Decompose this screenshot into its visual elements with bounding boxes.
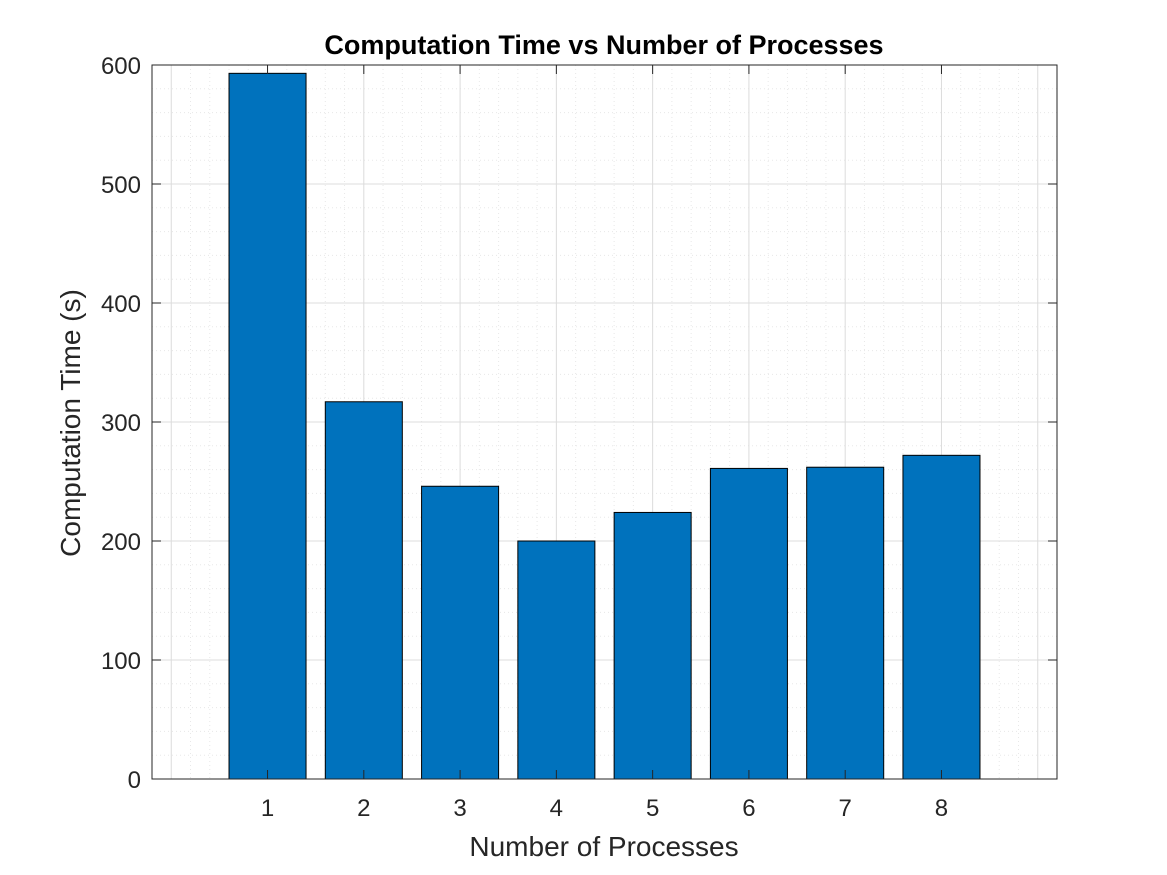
chart-title: Computation Time vs Number of Processes <box>324 30 883 60</box>
bars <box>228 72 981 780</box>
y-tick-label: 400 <box>101 291 141 318</box>
x-tick-label: 4 <box>550 795 563 822</box>
bar-5 <box>613 511 692 780</box>
x-axis-label: Number of Processes <box>469 831 738 862</box>
bar-2 <box>324 401 403 780</box>
x-tick-label: 5 <box>646 795 659 822</box>
x-tick-label: 8 <box>935 795 948 822</box>
y-tick-label: 100 <box>101 648 141 675</box>
y-tick-label: 200 <box>101 529 141 556</box>
bar-7 <box>806 466 885 780</box>
y-tick-label: 300 <box>101 410 141 437</box>
x-tick-label: 6 <box>742 795 755 822</box>
x-tick-label: 1 <box>261 795 274 822</box>
x-tick-label: 2 <box>357 795 370 822</box>
x-tick-label: 3 <box>453 795 466 822</box>
bar-3 <box>421 485 500 780</box>
y-tick-labels: 0 100 200 300 400 500 600 <box>101 53 141 794</box>
tick-marks <box>152 64 1057 780</box>
y-axis-label: Computation Time (s) <box>55 289 86 557</box>
bar-6 <box>709 467 788 780</box>
bar-4 <box>517 540 596 780</box>
bar-8 <box>902 454 981 780</box>
bar-1 <box>228 72 307 780</box>
y-tick-label: 600 <box>101 53 141 80</box>
y-tick-label: 0 <box>128 767 141 794</box>
y-tick-label: 500 <box>101 172 141 199</box>
x-tick-labels: 1 2 3 4 5 6 7 8 <box>261 795 948 822</box>
x-tick-label: 7 <box>839 795 852 822</box>
